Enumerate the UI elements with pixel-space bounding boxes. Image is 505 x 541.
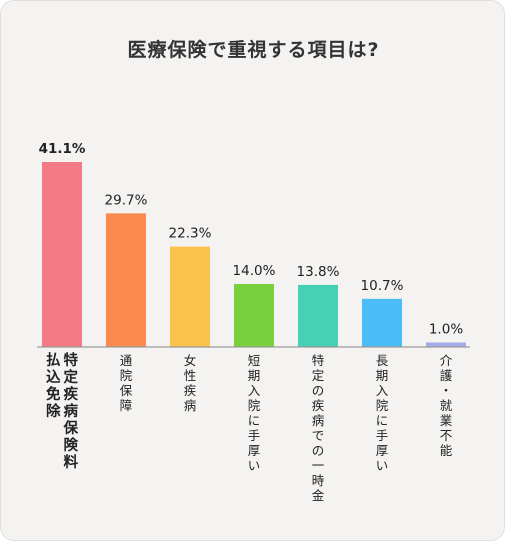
category-label-4-line-1-char-6: 手 xyxy=(248,428,261,443)
category-label-3-line-1-char-2: 性 xyxy=(184,368,197,383)
category-label-6-line-1-char-3: 入 xyxy=(376,383,389,398)
category-label-7-line-1-char-6: 不 xyxy=(440,428,453,443)
category-label-1-line-1-char-2: 定 xyxy=(64,368,79,386)
category-label-5-line-1-char-2: 定 xyxy=(312,368,325,383)
category-label-1-line-1-char-6: 険 xyxy=(64,436,79,454)
category-label-5-line-1-char-10: 金 xyxy=(312,488,325,503)
category-label-1-line-2-char-2: 込 xyxy=(46,368,61,386)
category-label-5-line-1-char-9: 時 xyxy=(312,473,325,488)
category-label-1-line-1-char-4: 病 xyxy=(64,402,79,420)
category-label-5-line-1-char-5: 病 xyxy=(312,413,325,428)
category-label-7-line-1-char-3: ・ xyxy=(440,383,453,398)
bars-group xyxy=(42,162,466,347)
category-label-7-line-1-char-4: 就 xyxy=(440,398,453,413)
value-labels-group: 41.1% 29.7% 22.3% 14.0% 13.8% 10.7% 1.0% xyxy=(39,141,464,337)
category-label-5-line-1-char-6: で xyxy=(312,428,325,443)
category-label-5-line-1-char-8: 一 xyxy=(312,458,325,473)
category-label-1-line-1-char-3: 疾 xyxy=(64,385,79,403)
category-label-6-line-1-char-2: 期 xyxy=(376,368,389,383)
category-label-7-line-1-char-7: 能 xyxy=(440,443,453,458)
category-label-7-line-1-char-1: 介 xyxy=(440,353,453,368)
category-label-1-line-1-char-7: 料 xyxy=(64,453,79,471)
value-label-7: 1.0% xyxy=(429,321,463,337)
category-label-5-line-1-char-1: 特 xyxy=(312,353,325,368)
category-label-7-line-1-char-2: 護 xyxy=(440,368,453,383)
category-label-7-line-1-char-5: 業 xyxy=(440,413,453,428)
chart-title: 医療保険で重視する項目は? xyxy=(127,39,380,61)
value-label-3: 22.3% xyxy=(169,226,212,242)
value-label-6: 10.7% xyxy=(361,278,404,294)
category-label-4-line-1-char-5: に xyxy=(248,413,261,428)
category-label-6-line-1-char-7: 厚 xyxy=(376,443,389,458)
category-label-1-line-1-char-5: 保 xyxy=(63,419,79,437)
bar-5 xyxy=(298,284,338,347)
value-label-4: 14.0% xyxy=(233,263,276,279)
category-label-4-line-1-char-2: 期 xyxy=(248,368,261,383)
category-label-1-line-2-char-1: 払 xyxy=(46,351,61,369)
value-label-1: 41.1% xyxy=(39,141,86,157)
category-label-1-line-2-char-3: 免 xyxy=(46,385,61,403)
category-label-6-line-1-char-1: 長 xyxy=(376,353,389,368)
category-label-3-line-1-char-4: 病 xyxy=(184,398,197,413)
category-label-6-line-1-char-6: 手 xyxy=(376,428,389,443)
category-label-3-line-1-char-1: 女 xyxy=(184,353,197,368)
category-label-6-line-1-char-5: に xyxy=(376,413,389,428)
category-label-5-line-1-char-7: の xyxy=(312,443,325,458)
category-label-5-line-1-char-3: の xyxy=(312,383,325,398)
category-labels-group: 特定疾病保険料払込免除通院保障女性疾病短期入院に手厚い特定の疾病での一時金長期入… xyxy=(46,351,453,503)
category-label-2-line-1-char-3: 保 xyxy=(120,383,133,398)
category-label-4-line-1-char-4: 院 xyxy=(248,398,261,413)
category-label-4-line-1-char-3: 入 xyxy=(248,383,261,398)
value-label-2: 29.7% xyxy=(105,192,148,208)
value-label-5: 13.8% xyxy=(297,264,340,280)
bar-6 xyxy=(362,298,402,347)
bar-4 xyxy=(234,283,274,347)
category-label-1-line-2-char-4: 除 xyxy=(46,402,61,420)
bar-7 xyxy=(426,342,466,347)
bar-2 xyxy=(106,213,146,347)
category-label-1-line-1-char-1: 特 xyxy=(64,351,79,369)
bar-1 xyxy=(42,162,82,347)
category-label-3-line-1-char-3: 疾 xyxy=(184,383,197,398)
category-label-6-line-1-char-4: 院 xyxy=(376,398,389,413)
category-label-5-line-1-char-4: 疾 xyxy=(312,398,325,413)
category-label-4-line-1-char-8: い xyxy=(248,458,261,473)
category-label-2-line-1-char-4: 障 xyxy=(120,398,133,413)
category-label-4-line-1-char-7: 厚 xyxy=(248,443,261,458)
category-label-6-line-1-char-8: い xyxy=(376,458,389,473)
category-label-2-line-1-char-1: 通 xyxy=(120,353,133,368)
category-label-2-line-1-char-2: 院 xyxy=(120,368,133,383)
bar-3 xyxy=(170,246,210,347)
category-label-4-line-1-char-1: 短 xyxy=(248,353,261,368)
